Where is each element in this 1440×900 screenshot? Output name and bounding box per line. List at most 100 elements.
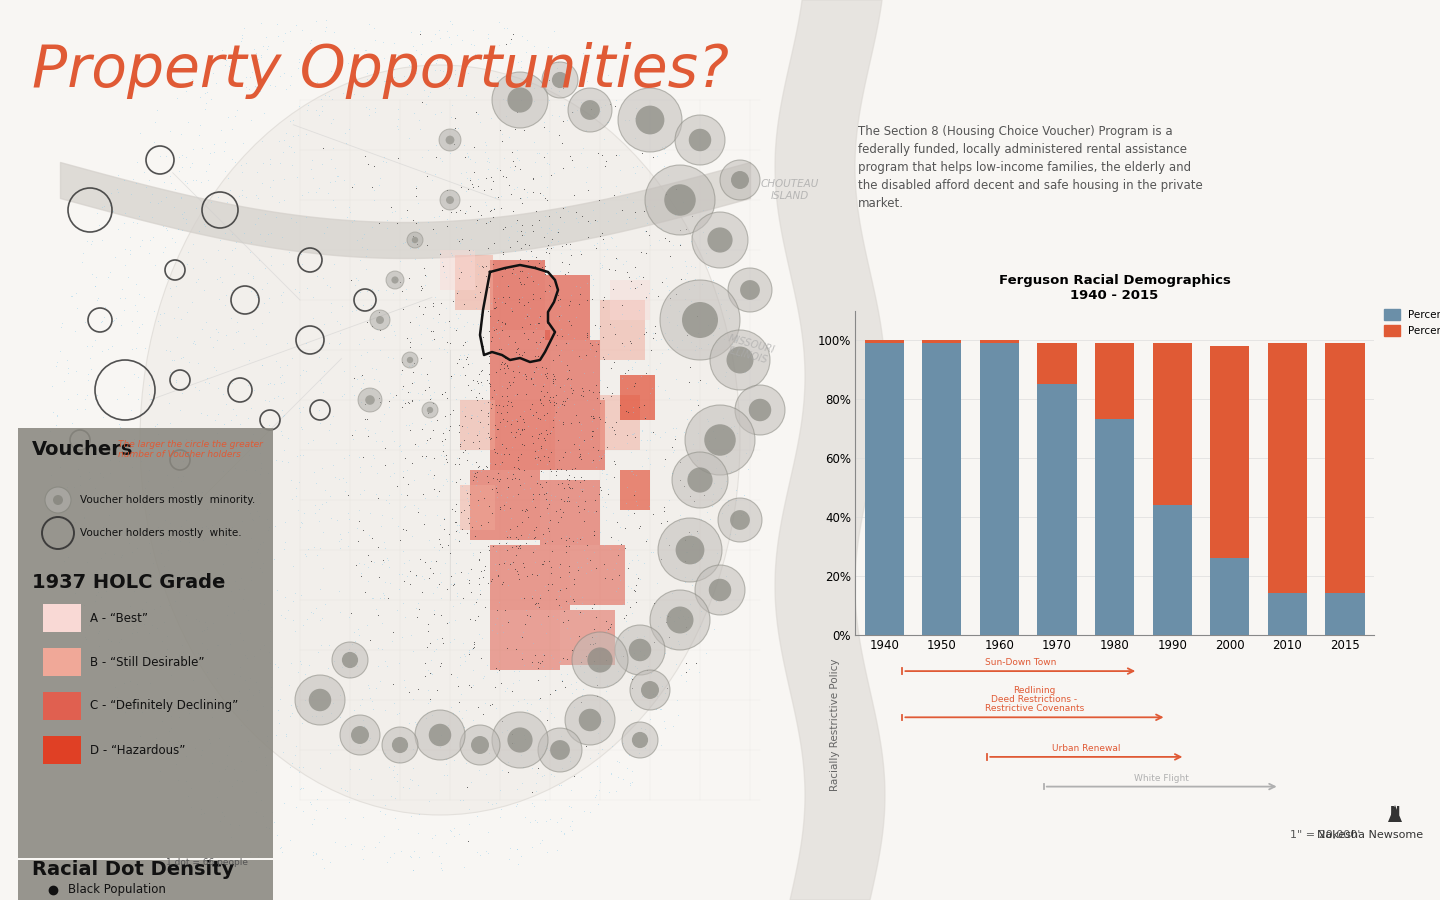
Point [501, 489, 524, 503]
Point [167, 300, 190, 314]
Point [668, 473, 691, 488]
Point [468, 521, 491, 535]
Point [311, 157, 334, 171]
Point [445, 585, 468, 599]
Point [546, 55, 569, 69]
Point [138, 386, 161, 400]
Point [301, 688, 324, 703]
Point [638, 386, 661, 400]
Point [537, 209, 560, 223]
Point [320, 296, 343, 310]
Point [465, 454, 488, 469]
Point [464, 165, 487, 179]
Point [644, 199, 667, 213]
Point [464, 47, 487, 61]
Point [494, 366, 517, 381]
Point [521, 658, 544, 672]
Point [242, 688, 265, 703]
Point [370, 508, 393, 522]
Point [628, 302, 651, 317]
Point [338, 205, 361, 220]
Point [680, 233, 703, 248]
Point [194, 315, 217, 329]
Point [481, 482, 504, 496]
Point [357, 423, 380, 437]
Point [366, 283, 389, 297]
Point [436, 717, 459, 732]
Bar [1152, 343, 1192, 505]
Point [441, 294, 464, 309]
Point [612, 630, 635, 644]
Point [459, 775, 482, 789]
Point [318, 854, 341, 868]
Point [495, 93, 518, 107]
Point [360, 320, 383, 334]
Point [526, 766, 549, 780]
Point [554, 337, 577, 351]
Point [320, 304, 343, 319]
Point [89, 590, 112, 604]
Point [451, 32, 474, 47]
Point [485, 626, 508, 640]
Point [652, 142, 675, 157]
Point [492, 361, 516, 375]
Point [338, 795, 361, 809]
Point [454, 205, 477, 220]
Point [377, 400, 400, 414]
Point [320, 152, 343, 166]
Point [652, 500, 675, 514]
Point [582, 202, 605, 217]
Point [56, 392, 79, 407]
Bar [979, 343, 1020, 634]
Point [536, 520, 559, 535]
Point [444, 575, 467, 590]
Point [716, 499, 739, 513]
Point [611, 297, 634, 311]
Point [528, 691, 552, 706]
Point [302, 812, 325, 826]
Point [435, 472, 458, 487]
Point [520, 469, 543, 483]
Point [249, 793, 272, 807]
Point [454, 184, 477, 198]
Point [658, 492, 681, 507]
Point [616, 508, 639, 522]
Point [498, 841, 521, 855]
Point [541, 240, 564, 255]
Point [661, 446, 684, 460]
Point [464, 105, 487, 120]
Point [448, 260, 471, 274]
Point [118, 247, 141, 261]
Point [364, 434, 387, 448]
Bar [922, 340, 962, 343]
Bar [1267, 343, 1308, 593]
Point [409, 351, 432, 365]
Point [200, 755, 223, 770]
Point [423, 107, 446, 122]
Point [625, 577, 648, 591]
Point [444, 456, 467, 471]
Point [49, 320, 72, 334]
Point [242, 268, 265, 283]
Point [226, 324, 249, 338]
Point [377, 488, 400, 502]
Point [537, 246, 560, 260]
Point [219, 522, 242, 536]
Point [596, 380, 619, 394]
Point [580, 338, 603, 353]
Point [400, 239, 423, 254]
Point [546, 612, 569, 626]
Point [351, 230, 374, 245]
Point [572, 389, 595, 403]
Point [541, 374, 564, 388]
Point [528, 80, 552, 94]
Point [318, 336, 341, 350]
Point [410, 421, 433, 436]
Point [171, 349, 194, 364]
Point [393, 396, 416, 410]
Point [684, 260, 707, 274]
Point [547, 583, 570, 598]
Point [189, 117, 212, 131]
Point [658, 538, 681, 553]
Point [541, 398, 564, 412]
